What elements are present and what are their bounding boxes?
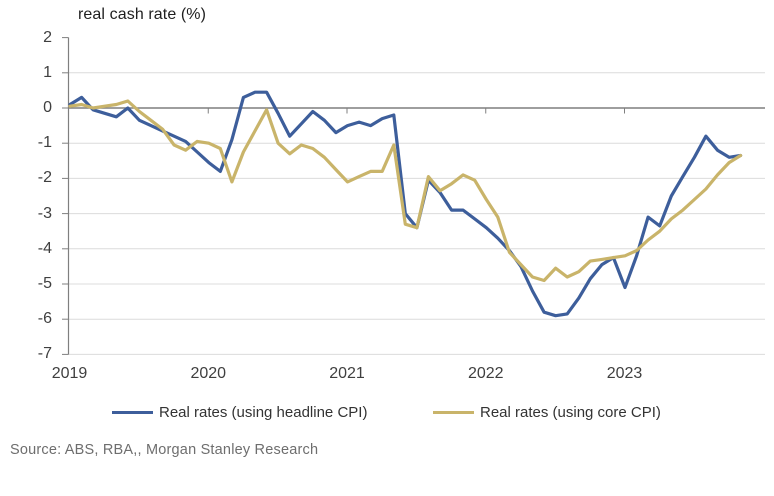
legend-label-core: Real rates (using core CPI)	[480, 403, 661, 421]
x-tick-label: 2022	[467, 365, 504, 382]
legend-line-swatch-core	[433, 410, 474, 414]
x-tick-label: 2023	[606, 365, 643, 382]
series-line-headline-cpi	[68, 90, 743, 318]
y-tick-label: -6	[37, 310, 52, 328]
chart-title: real cash rate (%)	[78, 6, 207, 23]
series-line-core-cpi	[68, 99, 743, 283]
x-tick-label: 2019	[51, 365, 88, 382]
y-tick-label: -3	[37, 204, 52, 222]
legend-item-core-cpi: Real rates (using core CPI)	[433, 402, 661, 422]
y-tick-label: 0	[43, 99, 52, 116]
y-tick-label: -1	[37, 134, 52, 152]
plot-area	[62, 37, 765, 355]
x-tick-label: 2020	[190, 365, 227, 382]
legend-item-headline-cpi: Real rates (using headline CPI)	[112, 402, 367, 422]
y-tick-label: 1	[43, 63, 52, 81]
legend-line-swatch-headline	[112, 410, 153, 414]
source-note: Source: ABS, RBA,, Morgan Stanley Resear…	[10, 442, 319, 458]
y-tick-label: -2	[37, 169, 52, 187]
y-tick-label: -7	[37, 345, 52, 363]
y-tick-label: -5	[37, 275, 52, 292]
y-tick-label: 2	[43, 28, 52, 46]
x-tick-label: 2021	[329, 365, 365, 382]
legend-label-headline: Real rates (using headline CPI)	[159, 403, 368, 421]
y-tick-label: -4	[37, 239, 52, 257]
